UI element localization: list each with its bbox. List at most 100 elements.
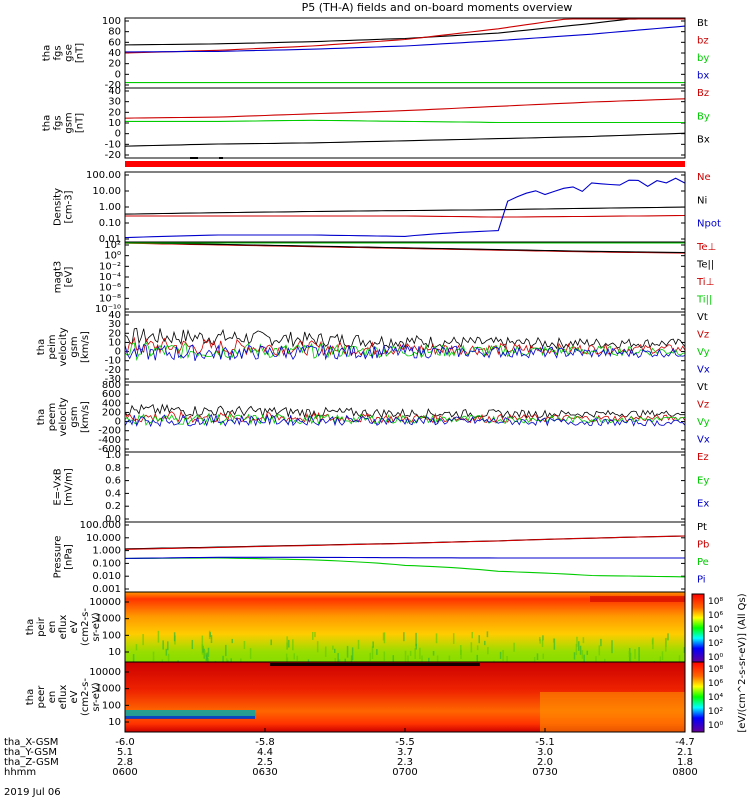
spectrogram-pixel [207, 647, 210, 657]
colorbar: 10⁸ 10⁸ 10⁶ 10⁶ 10⁴ 10⁴ 10² 10² 10⁰ 10⁰ [eV/(cm^2-… [691, 593, 748, 733]
y-tick-label: 0.100 [92, 558, 121, 569]
spectrogram-pixel [191, 639, 194, 650]
colorbar-tick: 10² [708, 639, 723, 649]
y-axis-label: tha fgs gsm [nT] [42, 112, 86, 133]
y-tick-label: -20 [105, 80, 121, 91]
spectrogram-pixel [249, 648, 252, 659]
spectrogram-pixel [432, 651, 435, 656]
y-tick-label: 40 [108, 310, 121, 321]
y-tick-label: 20 [108, 107, 121, 118]
series-line-Npot [124, 177, 686, 239]
spectrogram-pixel [346, 645, 349, 658]
spectrogram-band [590, 596, 685, 602]
y-tick-label: 10000 [89, 597, 121, 608]
spectrogram-pixel [476, 654, 479, 666]
x-tick-time: 0600 [112, 767, 137, 778]
panel-efield: 1.0 0.8 0.60.4 0.2 0.0 E=-VxB [mV/m] Ez Ey Ex [53, 450, 710, 525]
spectrogram-pixel [428, 657, 430, 665]
y-tick-label: 200 [102, 407, 121, 418]
spectrogram-pixel [678, 655, 681, 663]
y-tick-label: 0.6 [105, 476, 121, 487]
spectrogram-pixel [316, 641, 319, 653]
y-tick-label: 1000 [96, 684, 121, 695]
legend-Ez: Ez [697, 452, 709, 463]
y-tick-label: 10⁻² [99, 261, 121, 272]
y-axis-label: magt3 [eV] [53, 261, 75, 294]
spectrogram-pixel [311, 631, 314, 640]
spectrogram-pixel [392, 655, 395, 668]
y-axis-label-line: Pressure [53, 536, 64, 579]
legend-Ey: Ey [697, 475, 709, 486]
series-line-Pi [124, 556, 685, 559]
x-row-label: tha_X-GSM [4, 737, 58, 748]
x-tick-time: 0700 [392, 767, 417, 778]
spectrogram-pixel [476, 645, 479, 651]
x-row-label: tha_Z-GSM [4, 757, 59, 768]
y-tick-label: 600 [102, 389, 121, 400]
spectrogram-pixel [351, 647, 354, 661]
spectrogram-pixel [206, 652, 208, 661]
y-axis-label-line: E=-VxB [53, 468, 64, 505]
series-line-Bx [124, 132, 686, 147]
colorbar-tick: 10⁴ [708, 625, 723, 635]
spectrogram-pixel [409, 650, 412, 656]
spectrogram-pixel [369, 652, 371, 661]
x-tick-zgsm: 2.8 [117, 757, 133, 768]
x-tick-zgsm: 2.0 [537, 757, 553, 768]
legend-bx: bx [697, 71, 709, 82]
spectrogram-pixel [448, 655, 451, 661]
legend-Ex: Ex [697, 499, 709, 510]
spectrogram-pixel [383, 651, 386, 661]
spectrogram-pixel [414, 648, 416, 659]
y-tick-label: 40 [108, 48, 121, 59]
series-line-Ni [124, 206, 686, 215]
y-axis-label-line: (cm2-s- [80, 678, 91, 716]
legend-Pt: Pt [697, 522, 707, 533]
y-axis-label: Pressure [nPa] [53, 536, 75, 579]
y-tick-label: 10.000 [86, 533, 121, 544]
legend-Ne: Ne [697, 172, 711, 183]
spectrogram-pixel [578, 641, 580, 651]
legend-Vy: Vy [697, 417, 710, 428]
legend-Pe: Pe [697, 557, 709, 568]
y-axis-label-line: fgs [53, 45, 64, 60]
y-tick-label: 0.8 [105, 463, 121, 474]
x-tick-xgsm: -5.8 [255, 737, 275, 748]
spectrogram-pixel [222, 655, 224, 665]
spectrogram-pixel [600, 638, 602, 647]
legend-bz: bz [697, 36, 709, 47]
spectrogram-pixel [157, 630, 160, 643]
spectrogram-pixel [541, 639, 544, 648]
y-axis-label-line: [mV/m] [64, 468, 75, 506]
spectrogram-pixel [598, 645, 601, 656]
spectrogram-pixel [337, 653, 339, 667]
legend-Pb: Pb [697, 540, 709, 551]
colorbar-label-text: [eV/(cm^2-s-sr-eV)] (All Qs) [737, 593, 748, 732]
colorbar-tick: 10⁰ [708, 721, 723, 731]
spectrogram-pixel [460, 649, 462, 659]
spectrogram-pixel [403, 632, 405, 642]
spectrogram-pixel [292, 639, 294, 651]
spectrogram-pixel [371, 646, 374, 659]
spectrogram-pixel [628, 651, 631, 657]
spectrogram-pixel [634, 648, 636, 659]
y-axis-label-line: eV [69, 620, 80, 633]
spectrogram-band [125, 716, 255, 719]
spectrogram-pixel [659, 656, 662, 662]
y-axis-label-line: peim [47, 334, 58, 359]
y-tick-label: 10² [104, 240, 121, 251]
legend-by: by [697, 53, 709, 64]
spectrogram-pixel [152, 651, 155, 661]
spectrogram-pixel [240, 658, 242, 665]
y-tick-label: 30 [108, 97, 121, 108]
spectrogram-pixel [421, 655, 423, 667]
series-line-Pe [125, 557, 686, 578]
data-availability-bar [125, 161, 685, 167]
y-tick-label: 10 [108, 118, 121, 129]
y-tick-label: 0 [115, 129, 121, 140]
series-line-bz [124, 18, 685, 54]
y-tick-label: 10⁻⁴ [99, 272, 121, 283]
y-axis-label-line: en [47, 691, 58, 704]
